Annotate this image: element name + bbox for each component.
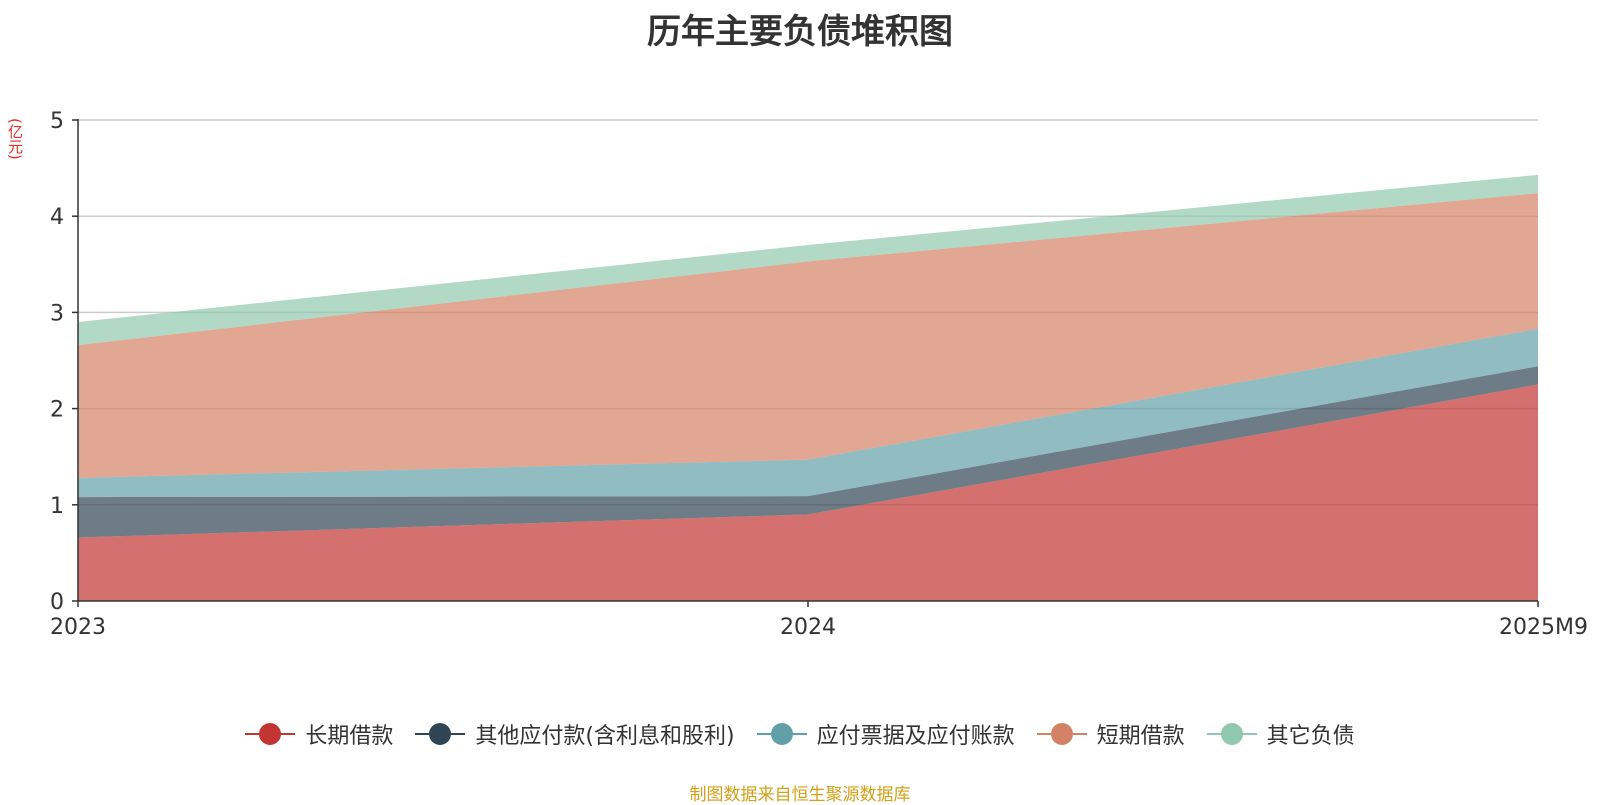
legend: 长期借款 其他应付款(含利息和股利) 应付票据及应付账款 短期借款 其它负债	[0, 718, 1600, 750]
legend-marker-icon	[415, 722, 466, 746]
area-series-其他应付款(含利息和股利)	[78, 366, 1538, 538]
legend-item[interactable]: 应付票据及应付账款	[756, 718, 1015, 750]
stacked-area-chart: 0 1 2 3 4 5 2023 2024 2025M9	[50, 109, 1588, 640]
y-tick-label: 5	[50, 109, 64, 134]
source-note: 制图数据来自恒生聚源数据库	[689, 785, 911, 805]
y-tick-label: 0	[50, 590, 64, 615]
y-axis-unit-label: (亿元)	[6, 118, 24, 160]
legend-label: 其它负债	[1266, 724, 1355, 749]
area-series-短期借款	[78, 193, 1538, 478]
y-tick-label: 4	[50, 205, 64, 230]
axes: 0 1 2 3 4 5 2023 2024 2025M9	[50, 109, 1588, 640]
legend-label: 应付票据及应付账款	[816, 724, 1015, 749]
y-tick-label: 3	[50, 301, 64, 326]
legend-marker-icon	[245, 722, 296, 746]
legend-marker-icon	[1036, 722, 1087, 746]
x-tick-label: 2025M9	[1499, 615, 1588, 640]
legend-marker-icon	[756, 722, 807, 746]
legend-item[interactable]: 其它负债	[1206, 718, 1355, 750]
area-series-长期借款	[78, 384, 1538, 601]
area-series-应付票据及应付账款	[78, 328, 1538, 498]
legend-item[interactable]: 长期借款	[245, 718, 393, 750]
legend-marker-icon	[1206, 722, 1257, 746]
x-tick-label: 2023	[50, 615, 106, 640]
chart-title: 历年主要负债堆积图	[647, 12, 953, 52]
x-tick-label: 2024	[780, 615, 836, 640]
legend-label: 长期借款	[305, 724, 394, 749]
legend-item[interactable]: 短期借款	[1036, 718, 1185, 750]
area-series-其它负债	[78, 174, 1538, 346]
y-tick-label: 1	[50, 494, 64, 519]
y-tick-label: 2	[50, 398, 64, 423]
legend-item[interactable]: 其他应付款(含利息和股利)	[415, 718, 735, 750]
area-series	[78, 174, 1538, 601]
legend-label: 其他应付款(含利息和股利)	[475, 724, 735, 749]
legend-label: 短期借款	[1096, 724, 1185, 749]
